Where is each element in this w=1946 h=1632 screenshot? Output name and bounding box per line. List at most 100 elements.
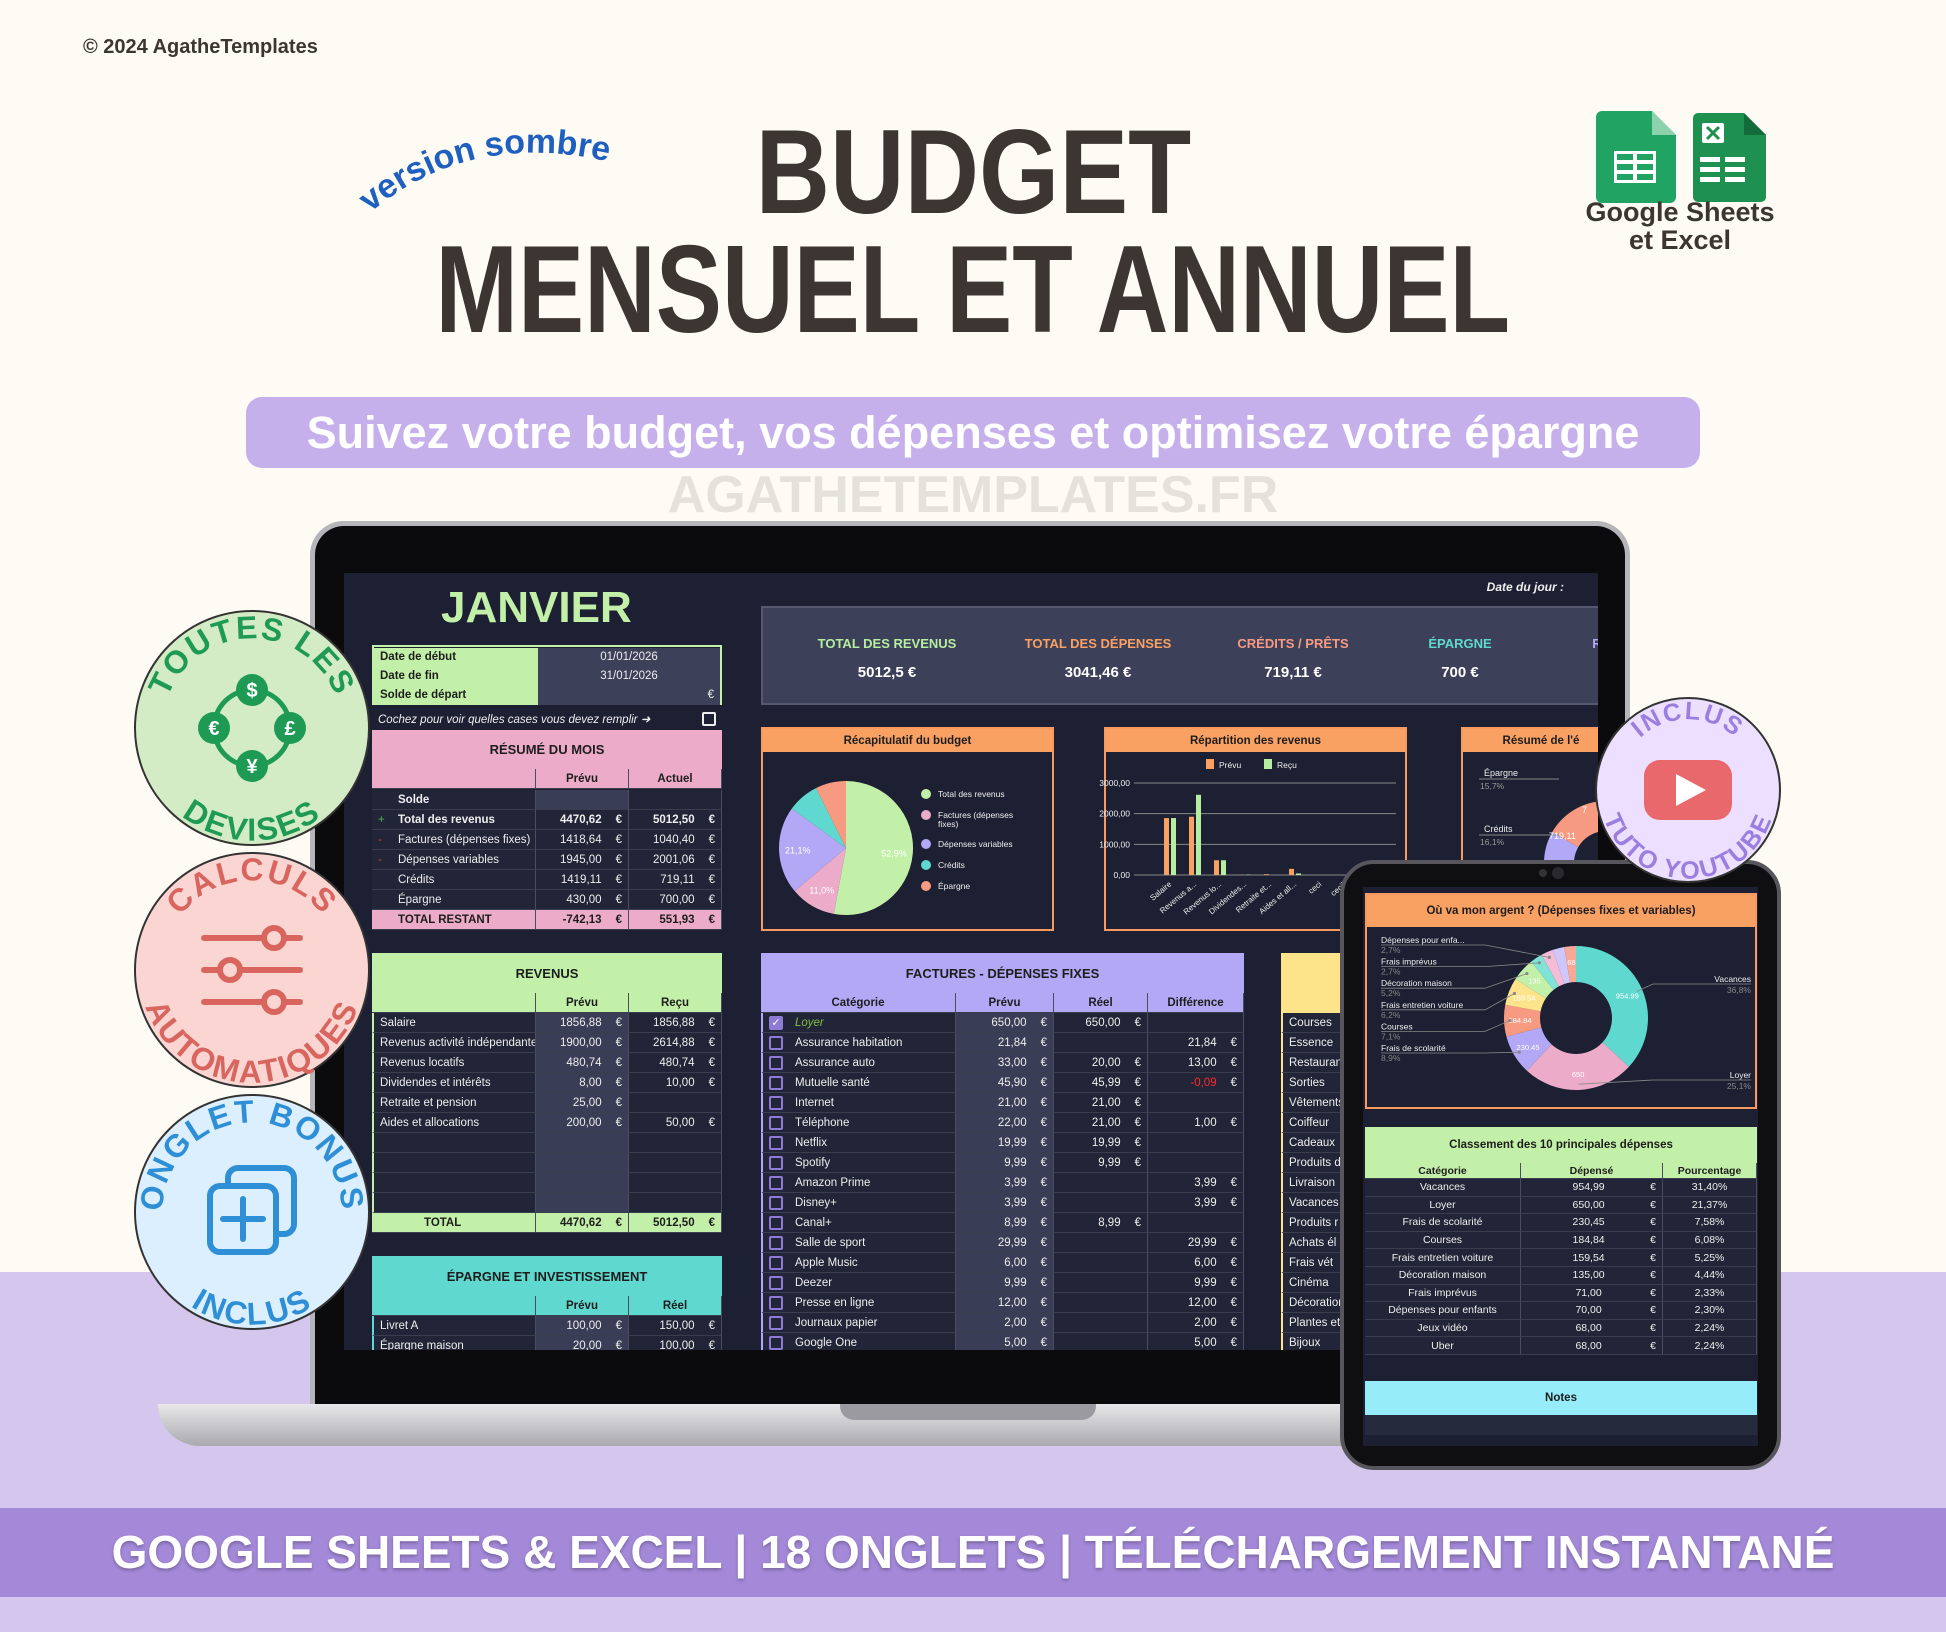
amount-cell[interactable] [536,1173,629,1193]
amount-cell[interactable]: 2614,88 € [629,1033,722,1053]
row-label[interactable]: Retraite et pension [372,1093,536,1113]
amount-cell[interactable]: 2,00 € [956,1313,1054,1333]
paid-checkbox[interactable] [769,1335,783,1350]
amount-cell[interactable]: 430,00 € [536,890,629,910]
paid-checkbox[interactable] [769,1235,783,1250]
amount-cell[interactable] [1054,1233,1148,1253]
amount-cell[interactable]: 700,00 € [629,890,722,910]
amount-cell[interactable]: 1900,00 € [536,1033,629,1053]
paid-checkbox[interactable] [769,1275,783,1290]
amount-cell[interactable]: 3,99 € [956,1173,1054,1193]
amount-cell[interactable]: 20,00 € [1054,1053,1148,1073]
spent-cell[interactable]: 954,99 € [1521,1179,1663,1197]
amount-cell[interactable]: 10,00 € [629,1073,722,1093]
difference-cell[interactable]: 5,00 € [1148,1333,1244,1350]
amount-cell[interactable]: 21,84 € [956,1033,1054,1053]
difference-cell[interactable]: 3,99 € [1148,1173,1244,1193]
spent-cell[interactable]: 70,00 € [1521,1302,1663,1320]
amount-cell[interactable]: 45,90 € [956,1073,1054,1093]
amount-cell[interactable]: 5,00 € [956,1333,1054,1350]
amount-cell[interactable]: 1419,11 € [536,870,629,890]
paid-checkbox[interactable] [769,1135,783,1150]
amount-cell[interactable] [629,790,722,810]
amount-cell[interactable] [1054,1293,1148,1313]
amount-cell[interactable] [629,1193,722,1213]
paid-checkbox[interactable] [769,1315,783,1330]
difference-cell[interactable] [1148,1013,1244,1033]
amount-cell[interactable]: 25,00 € [536,1093,629,1113]
amount-cell[interactable]: 1856,88 € [536,1013,629,1033]
paid-checkbox[interactable] [769,1055,783,1070]
row-label[interactable]: Revenus activité indépendante [372,1033,536,1053]
amount-cell[interactable]: 50,00 € [629,1113,722,1133]
amount-cell[interactable]: 8,00 € [536,1073,629,1093]
difference-cell[interactable]: 21,84 € [1148,1033,1244,1053]
amount-cell[interactable]: 8,99 € [1054,1213,1148,1233]
amount-cell[interactable] [629,1153,722,1173]
date-value[interactable]: 01/01/2026 [538,647,720,667]
amount-cell[interactable] [536,1133,629,1153]
amount-cell[interactable]: 12,00 € [956,1293,1054,1313]
row-label[interactable] [372,1133,536,1153]
amount-cell[interactable]: 480,74 € [629,1053,722,1073]
amount-cell[interactable]: 650,00 € [1054,1013,1148,1033]
row-label[interactable]: Épargne maison [372,1336,536,1350]
spent-cell[interactable]: 71,00 € [1521,1284,1663,1303]
amount-cell[interactable]: 22,00 € [956,1113,1054,1133]
paid-checkbox[interactable] [769,1175,783,1190]
amount-cell[interactable]: 4470,62 € [536,1213,629,1233]
row-label[interactable] [372,1173,536,1193]
amount-cell[interactable] [629,1093,722,1113]
paid-checkbox[interactable] [769,1255,783,1270]
amount-cell[interactable]: 551,93 € [629,910,722,930]
amount-cell[interactable]: 19,99 € [956,1133,1054,1153]
amount-cell[interactable]: 1945,00 € [536,850,629,870]
paid-checkbox[interactable] [769,1035,783,1050]
amount-cell[interactable]: -742,13 € [536,910,629,930]
paid-checkbox[interactable] [769,1115,783,1130]
difference-cell[interactable] [1148,1153,1244,1173]
amount-cell[interactable]: 6,00 € [956,1253,1054,1273]
paid-checkbox[interactable] [769,1295,783,1310]
date-value[interactable]: € [538,685,720,705]
spent-cell[interactable]: 230,45 € [1521,1214,1663,1232]
amount-cell[interactable] [1054,1193,1148,1213]
amount-cell[interactable] [1054,1253,1148,1273]
spent-cell[interactable]: 184,84 € [1521,1231,1663,1250]
amount-cell[interactable]: 200,00 € [536,1113,629,1133]
difference-cell[interactable]: 1,00 € [1148,1113,1244,1133]
difference-cell[interactable] [1148,1213,1244,1233]
amount-cell[interactable] [536,1153,629,1173]
amount-cell[interactable]: 20,00 € [536,1336,629,1350]
difference-cell[interactable]: -0,09 € [1148,1073,1244,1093]
amount-cell[interactable] [1054,1333,1148,1350]
amount-cell[interactable] [536,1193,629,1213]
amount-cell[interactable]: 21,00 € [956,1093,1054,1113]
paid-checkbox[interactable] [769,1195,783,1210]
row-label[interactable]: Aides et allocations [372,1113,536,1133]
paid-checkbox[interactable] [769,1095,783,1110]
spent-cell[interactable]: 650,00 € [1521,1196,1663,1215]
amount-cell[interactable] [1054,1173,1148,1193]
amount-cell[interactable]: 3,99 € [956,1193,1054,1213]
row-label[interactable]: Revenus locatifs [372,1053,536,1073]
difference-cell[interactable]: 9,99 € [1148,1273,1244,1293]
difference-cell[interactable]: 6,00 € [1148,1253,1244,1273]
amount-cell[interactable]: 2001,06 € [629,850,722,870]
amount-cell[interactable]: 1856,88 € [629,1013,722,1033]
spent-cell[interactable]: 68,00 € [1521,1337,1663,1355]
paid-checkbox[interactable] [769,1155,783,1170]
amount-cell[interactable]: 719,11 € [629,870,722,890]
amount-cell[interactable] [1054,1273,1148,1293]
amount-cell[interactable]: 9,99 € [956,1153,1054,1173]
amount-cell[interactable] [1054,1313,1148,1333]
amount-cell[interactable]: 4470,62 € [536,810,629,830]
amount-cell[interactable]: 1418,64 € [536,830,629,850]
amount-cell[interactable]: 8,99 € [956,1213,1054,1233]
amount-cell[interactable]: 1040,40 € [629,830,722,850]
difference-cell[interactable] [1148,1133,1244,1153]
amount-cell[interactable]: 29,99 € [956,1233,1054,1253]
amount-cell[interactable]: 480,74 € [536,1053,629,1073]
amount-cell[interactable]: 45,99 € [1054,1073,1148,1093]
difference-cell[interactable]: 2,00 € [1148,1313,1244,1333]
